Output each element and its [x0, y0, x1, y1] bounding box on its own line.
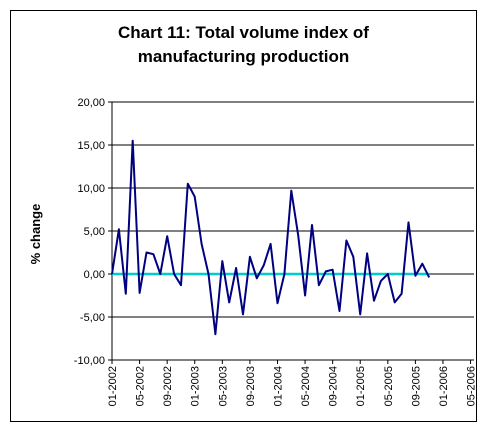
y-tick-label-3: 5,00	[84, 226, 105, 238]
x-tick-label-4: 05-2003	[217, 366, 229, 406]
x-tick-label-2: 09-2002	[162, 366, 174, 406]
y-tick-label-1: 15,00	[77, 140, 105, 152]
y-tick-label-0: 20,00	[77, 97, 105, 109]
y-tick-label-4: 0,00	[84, 269, 105, 281]
x-tick-label-0: 01-2002	[107, 366, 119, 406]
chart-title: Chart 11: Total volume index of manufact…	[118, 23, 369, 66]
x-tick-label-7: 05-2004	[300, 366, 312, 406]
series-line-volume-index	[111, 139, 431, 336]
y-tick-label-2: 10,00	[77, 183, 105, 195]
x-tick-labels: 01-2002 05-2002 09-2002 01-2003 05-2003 09-20…	[107, 366, 478, 406]
axes	[108, 101, 474, 364]
series-layer	[111, 139, 431, 336]
x-tick-label-6: 01-2004	[272, 366, 284, 406]
y-tick-label-5: -5,00	[80, 312, 105, 324]
x-tick-label-12: 01-2006	[438, 366, 450, 406]
x-tick-label-8: 09-2004	[328, 366, 340, 406]
x-tick-label-1: 05-2002	[135, 366, 147, 406]
y-tick-labels: 20,00 15,00 10,00 5,00 0,00 -5,00 -10,00	[74, 97, 105, 367]
chart-frame: Chart 11: Total volume index of manufact…	[10, 10, 477, 422]
y-axis-title: % change	[28, 204, 43, 265]
x-tick-label-10: 05-2005	[383, 366, 395, 406]
x-tick-label-5: 09-2003	[245, 366, 257, 406]
x-tick-label-11: 09-2005	[410, 366, 422, 406]
x-tick-label-3: 01-2003	[190, 366, 202, 406]
x-tick-label-13: 05-2006	[466, 366, 478, 406]
y-tick-label-6: -10,00	[74, 355, 105, 367]
x-tick-label-9: 01-2005	[355, 366, 367, 406]
gridlines	[112, 101, 474, 318]
